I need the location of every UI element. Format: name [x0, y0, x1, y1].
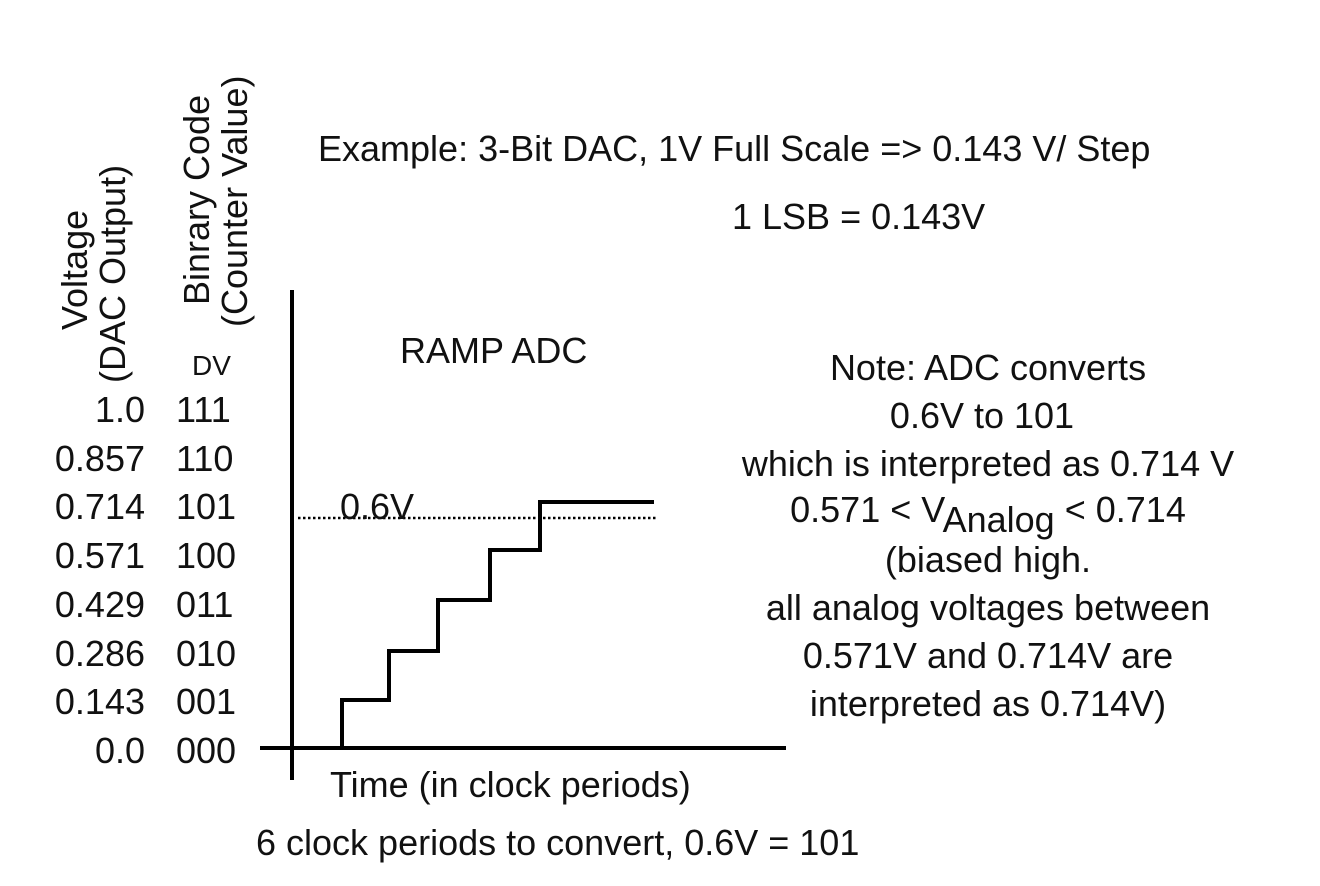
- lsb-label: 1 LSB = 0.143V: [732, 196, 986, 237]
- note-line4-post: < 0.714: [1054, 489, 1186, 530]
- x-axis-label: Time (in clock periods): [330, 764, 691, 805]
- code-tick: 100: [176, 535, 237, 576]
- note-line-vanalog: 0.571 < VAnalog < 0.714: [688, 489, 1288, 540]
- voltage-tick: 0.714: [54, 486, 145, 527]
- code-tick: 111: [176, 389, 231, 430]
- chart-title: RAMP ADC: [400, 330, 588, 371]
- note-line: interpreted as 0.714V): [809, 683, 1167, 724]
- voltage-tick: 0.0: [94, 730, 145, 771]
- note-line: 0.571V and 0.714V are: [802, 635, 1174, 676]
- voltage-tick: 1.0: [94, 389, 145, 430]
- code-tick: 011: [176, 584, 234, 625]
- note-line: which is interpreted as 0.714 V: [741, 443, 1235, 484]
- staircase-line: [292, 500, 654, 750]
- note-line: all analog voltages between: [765, 587, 1211, 628]
- note-line4-pre: 0.571 < V: [790, 489, 943, 530]
- footer-note: 6 clock periods to convert, 0.6V = 101: [256, 822, 860, 863]
- code-tick: 110: [176, 438, 234, 479]
- voltage-tick: 0.143: [54, 681, 145, 722]
- voltage-tick: 0.429: [54, 584, 145, 625]
- code-tick: 000: [176, 730, 237, 771]
- note-line: (biased high.: [884, 539, 1092, 580]
- note-line4-sub: Analog: [942, 499, 1055, 540]
- threshold-label: 0.6V: [340, 486, 415, 527]
- example-heading: Example: 3-Bit DAC, 1V Full Scale => 0.1…: [318, 128, 1151, 169]
- voltage-tick: 0.571: [54, 535, 145, 576]
- code-tick: 101: [176, 486, 237, 527]
- dv-label: DV: [192, 350, 231, 381]
- code-tick: 001: [176, 681, 237, 722]
- voltage-tick: 0.857: [54, 438, 145, 479]
- voltage-tick: 0.286: [54, 633, 145, 674]
- code-tick: 010: [176, 633, 237, 674]
- note-line: 0.6V to 101: [889, 395, 1075, 436]
- note-line: Note: ADC converts: [829, 347, 1147, 388]
